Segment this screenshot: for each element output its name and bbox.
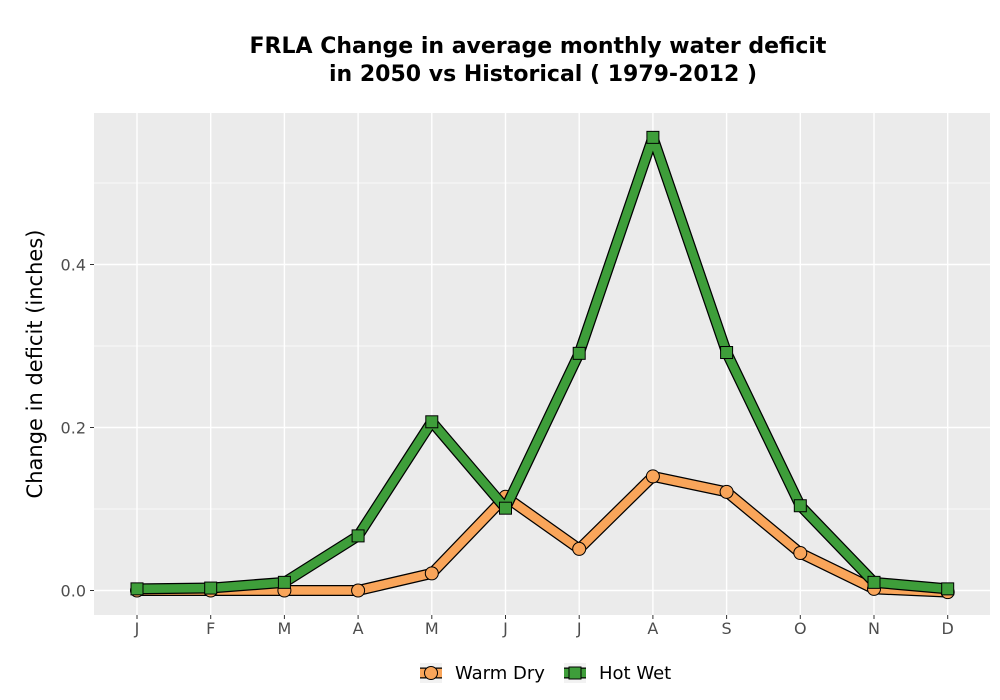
chart-title-line-1: FRLA Change in average monthly water def… [250, 34, 827, 59]
x-tick-label: A [353, 619, 364, 638]
y-tick-label: 0.4 [61, 256, 86, 275]
chart-title-line-2: in 2050 vs Historical ( 1979-2012 ) [329, 62, 757, 87]
data-point [277, 575, 291, 589]
legend-label: Hot Wet [599, 663, 671, 684]
series-line [132, 133, 952, 594]
x-tick-label: N [868, 619, 880, 638]
x-tick-label: D [942, 619, 954, 638]
data-point [572, 541, 587, 556]
x-tick-label: A [647, 619, 658, 638]
data-point [351, 583, 366, 598]
data-point [424, 566, 439, 581]
data-point [793, 499, 807, 513]
legend-label: Warm Dry [455, 663, 545, 684]
data-point [719, 484, 734, 499]
x-tick-label: M [425, 619, 439, 638]
legend-marker [568, 666, 582, 680]
x-tick-label: S [722, 619, 732, 638]
x-tick-label: O [794, 619, 807, 638]
y-axis-label: Change in deficit (inches) [23, 230, 47, 499]
series-line [132, 472, 952, 597]
y-axis-ticks: 0.0 0.2 0.4 [61, 256, 94, 601]
series-layer [130, 130, 955, 600]
y-tick-label: 0.0 [61, 582, 86, 601]
data-point [793, 546, 808, 561]
data-point [646, 130, 660, 144]
legend-marker [424, 666, 438, 680]
data-point [425, 415, 439, 429]
x-tick-label: J [502, 619, 508, 638]
x-tick-label: J [134, 619, 140, 638]
data-point [720, 346, 734, 360]
data-point [351, 529, 365, 543]
data-point [204, 581, 218, 595]
legend: Warm Dry Hot Wet [420, 663, 671, 684]
x-tick-label: J [576, 619, 582, 638]
plot-panel [94, 113, 990, 615]
data-point [867, 575, 881, 589]
x-tick-label: M [277, 619, 291, 638]
data-point [130, 582, 144, 596]
data-point [941, 582, 955, 596]
y-tick-label: 0.2 [61, 419, 86, 438]
data-point [572, 346, 586, 360]
x-tick-label: F [206, 619, 215, 638]
data-point [499, 501, 512, 515]
data-point [645, 469, 660, 484]
